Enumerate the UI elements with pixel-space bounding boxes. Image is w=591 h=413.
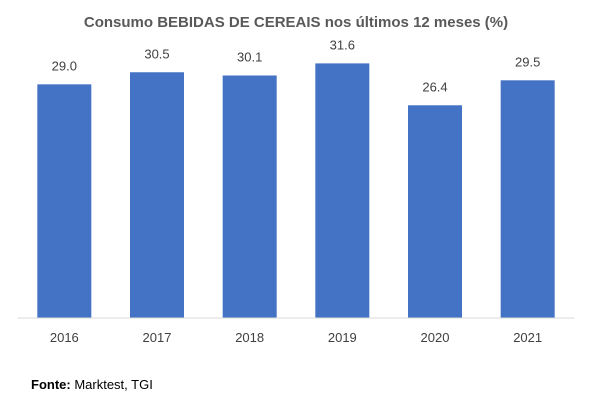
data-label-2018: 30.1	[237, 49, 262, 64]
x-tick-label-2017: 2017	[143, 330, 172, 345]
x-tick-label-2016: 2016	[50, 330, 79, 345]
bar-2016	[37, 84, 92, 318]
x-tick-label-2020: 2020	[421, 330, 450, 345]
bar-2017	[130, 72, 184, 318]
data-label-2017: 30.5	[144, 46, 169, 61]
bar-group	[37, 63, 555, 318]
data-label-group: 29.0 30.5 30.1 31.6 26.4 29.5	[52, 37, 541, 94]
data-label-2019: 31.6	[330, 37, 355, 52]
x-tick-label-2021: 2021	[513, 330, 542, 345]
data-label-2021: 29.5	[515, 54, 540, 69]
x-tick-label-2018: 2018	[235, 330, 264, 345]
source-note: Fonte: Marktest, TGI	[31, 377, 153, 392]
x-tick-label-group: 2016 2017 2018 2019 2020 2021	[50, 330, 542, 345]
source-text: Marktest, TGI	[70, 377, 153, 392]
bar-2018	[222, 75, 277, 318]
bar-2019	[315, 63, 370, 318]
bar-2021	[500, 80, 555, 318]
source-label: Fonte:	[31, 377, 71, 392]
x-tick-label-2019: 2019	[328, 330, 357, 345]
data-label-2020: 26.4	[422, 79, 447, 94]
data-label-2016: 29.0	[52, 58, 77, 73]
bar-2020	[408, 105, 462, 318]
chart-title: Consumo BEBIDAS DE CEREAIS nos últimos 1…	[84, 14, 508, 31]
